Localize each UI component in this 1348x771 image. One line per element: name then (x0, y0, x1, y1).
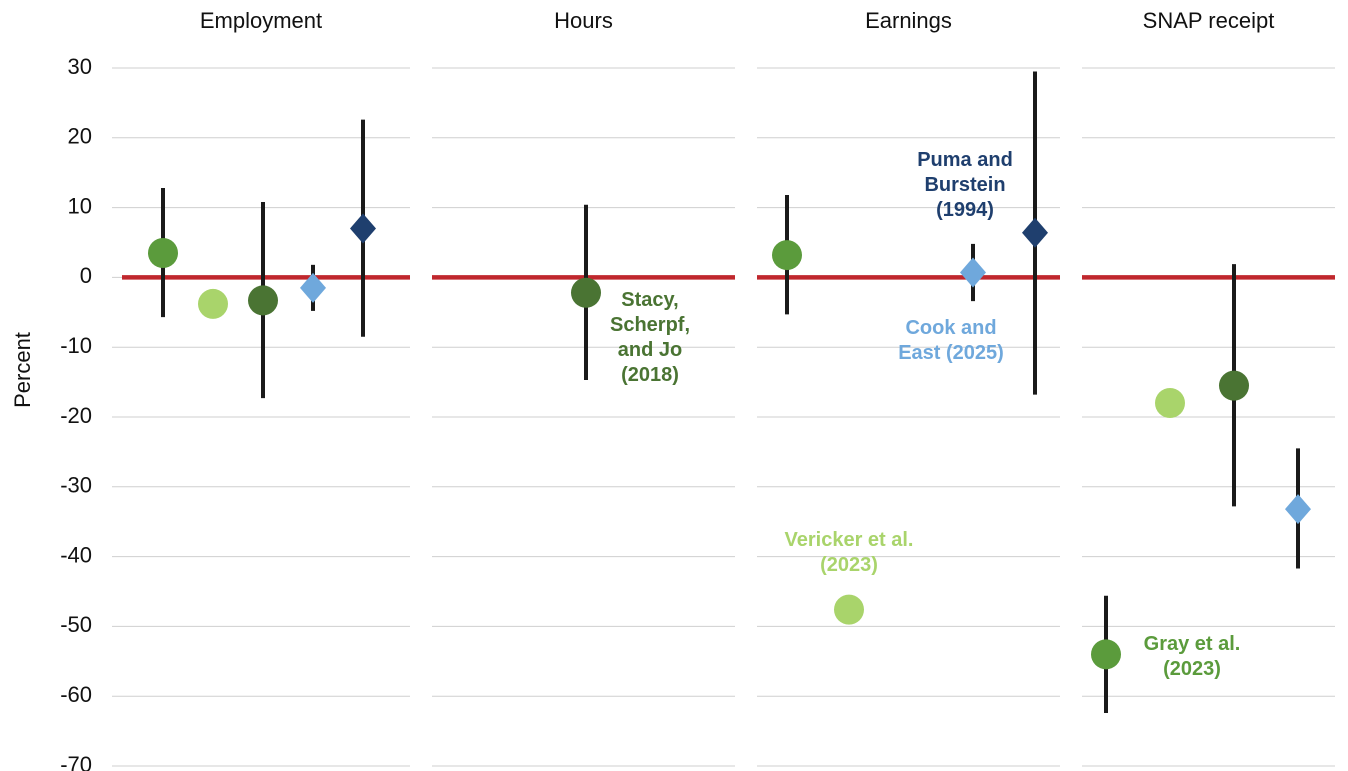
point (772, 240, 802, 271)
series-label: Gray et al. (2023) (1143, 633, 1241, 680)
y-tick-label: 30 (68, 54, 92, 79)
y-tick-label: -20 (60, 403, 92, 428)
y-tick-label: 0 (80, 263, 92, 288)
point (571, 277, 601, 308)
point (248, 285, 278, 316)
y-tick-label: -50 (60, 612, 92, 637)
point (300, 272, 326, 303)
y-axis-label: Percent (10, 332, 35, 408)
series-label: Stacy, Scherpf, and Jo (2018) (609, 289, 691, 386)
y-tick-label: -40 (60, 542, 92, 567)
y-tick-label: -60 (60, 682, 92, 707)
series-label: Cook and East (2025) (898, 317, 1004, 364)
point (1219, 370, 1249, 401)
panel-title: Earnings (865, 8, 952, 33)
y-tick-label: -70 (60, 752, 92, 771)
point (960, 257, 986, 288)
panel-title: SNAP receipt (1143, 8, 1275, 33)
y-tick-label: 10 (68, 193, 92, 218)
y-tick-label: 20 (68, 124, 92, 149)
point (1022, 217, 1048, 248)
y-tick-label: -30 (60, 473, 92, 498)
point (1091, 639, 1121, 670)
series-label: Vericker et al. (2023) (784, 529, 914, 576)
point (834, 594, 864, 625)
point (198, 288, 228, 319)
y-tick-label: -10 (60, 333, 92, 358)
panel-title: Hours (554, 8, 613, 33)
point (148, 237, 178, 268)
point (1155, 388, 1185, 419)
point (350, 213, 376, 244)
series-label: Puma and Burstein (1994) (917, 149, 1013, 221)
panel-title: Employment (200, 8, 322, 33)
point (1285, 494, 1311, 525)
